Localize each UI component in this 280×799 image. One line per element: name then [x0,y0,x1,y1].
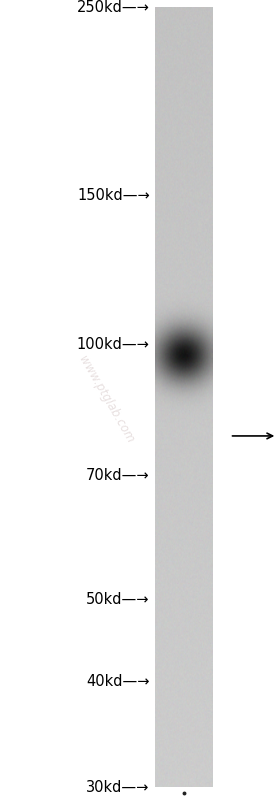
Text: 70kd—→: 70kd—→ [86,468,150,483]
Text: 50kd—→: 50kd—→ [86,592,150,606]
Text: 40kd—→: 40kd—→ [86,674,150,689]
Text: www.ptglab.com: www.ptglab.com [76,354,137,445]
Text: 250kd—→: 250kd—→ [77,1,150,15]
Text: 30kd—→: 30kd—→ [87,780,150,794]
Text: 150kd—→: 150kd—→ [77,189,150,203]
Text: 100kd—→: 100kd—→ [77,337,150,352]
